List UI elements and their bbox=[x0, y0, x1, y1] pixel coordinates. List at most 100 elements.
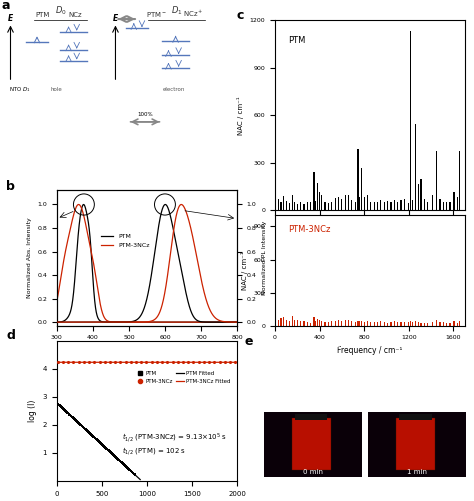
Point bbox=[102, 444, 109, 452]
Point bbox=[57, 403, 65, 411]
Point bbox=[83, 427, 91, 435]
Point bbox=[123, 463, 131, 471]
Point bbox=[95, 437, 103, 445]
Point bbox=[89, 432, 97, 440]
Bar bbox=[283, 317, 284, 326]
Point bbox=[121, 462, 129, 470]
Point bbox=[97, 439, 105, 447]
Point bbox=[118, 459, 126, 467]
Point bbox=[98, 440, 105, 448]
Point bbox=[57, 403, 65, 411]
Bar bbox=[310, 202, 311, 210]
Point bbox=[121, 461, 129, 469]
Point bbox=[84, 427, 91, 435]
Bar bbox=[456, 197, 458, 210]
Point bbox=[107, 448, 115, 456]
Point bbox=[109, 451, 117, 459]
Point bbox=[90, 433, 98, 441]
Point bbox=[79, 423, 87, 431]
Point bbox=[95, 437, 102, 445]
Bar bbox=[436, 320, 437, 326]
Point bbox=[120, 461, 128, 469]
Bar bbox=[325, 322, 326, 326]
Point bbox=[93, 436, 101, 444]
Point bbox=[116, 456, 123, 464]
Point bbox=[78, 422, 86, 430]
Bar bbox=[351, 322, 353, 326]
Bar bbox=[317, 319, 318, 326]
Point bbox=[77, 421, 84, 429]
Point bbox=[83, 426, 91, 434]
FancyBboxPatch shape bbox=[264, 412, 362, 477]
Point bbox=[125, 464, 132, 472]
Point bbox=[82, 425, 90, 433]
Bar bbox=[294, 202, 295, 210]
Text: a: a bbox=[1, 0, 10, 12]
Bar bbox=[348, 195, 349, 210]
Point bbox=[122, 462, 130, 470]
FancyBboxPatch shape bbox=[396, 418, 435, 470]
Point bbox=[88, 431, 96, 439]
Point bbox=[59, 404, 66, 412]
Bar bbox=[361, 321, 362, 326]
Point bbox=[130, 470, 138, 478]
Point bbox=[130, 469, 137, 477]
FancyBboxPatch shape bbox=[295, 414, 328, 420]
Point bbox=[99, 441, 107, 449]
Bar bbox=[319, 320, 320, 326]
Point bbox=[103, 445, 111, 453]
Point bbox=[60, 406, 68, 414]
Point bbox=[75, 419, 82, 427]
Point bbox=[57, 402, 64, 410]
Point bbox=[91, 434, 99, 442]
Point bbox=[70, 414, 77, 422]
Bar bbox=[380, 200, 382, 210]
Point bbox=[101, 443, 109, 451]
Point bbox=[78, 422, 86, 430]
Bar bbox=[348, 320, 349, 326]
Point bbox=[92, 435, 100, 443]
FancyBboxPatch shape bbox=[368, 412, 466, 477]
Text: $t_{1/2}$ (PTM-3NCz) = 9.13×10$^5$ s
$t_{1/2}$ (PTM) = 102 s: $t_{1/2}$ (PTM-3NCz) = 9.13×10$^5$ s $t_… bbox=[122, 432, 227, 457]
Point bbox=[56, 401, 64, 409]
Point bbox=[90, 433, 98, 441]
Point bbox=[55, 401, 63, 409]
Point bbox=[205, 358, 213, 366]
Bar bbox=[436, 151, 437, 210]
Point bbox=[127, 358, 135, 366]
Point bbox=[117, 457, 124, 465]
Point bbox=[85, 428, 92, 436]
Point bbox=[103, 445, 110, 453]
Bar bbox=[292, 316, 293, 326]
Point bbox=[111, 452, 118, 460]
Point bbox=[73, 418, 81, 426]
Point bbox=[80, 423, 87, 431]
Point bbox=[92, 435, 100, 443]
Point bbox=[195, 358, 202, 366]
Bar bbox=[297, 204, 298, 210]
Point bbox=[105, 446, 112, 454]
Point bbox=[71, 415, 78, 423]
Point bbox=[130, 470, 137, 478]
Point bbox=[73, 417, 81, 425]
Point bbox=[126, 465, 133, 473]
Point bbox=[73, 417, 81, 425]
Point bbox=[56, 402, 64, 410]
Point bbox=[64, 408, 71, 416]
Point bbox=[100, 441, 107, 449]
Point bbox=[95, 438, 103, 446]
Point bbox=[190, 358, 197, 366]
Bar bbox=[374, 202, 375, 210]
Text: $D_0$: $D_0$ bbox=[55, 5, 66, 17]
Point bbox=[87, 430, 94, 438]
Point bbox=[96, 358, 103, 366]
Point bbox=[73, 417, 80, 425]
Point bbox=[102, 444, 110, 452]
Point bbox=[65, 410, 73, 418]
Point bbox=[126, 465, 133, 473]
Point bbox=[91, 434, 99, 442]
Point bbox=[226, 358, 234, 366]
Point bbox=[101, 443, 109, 451]
Bar bbox=[357, 321, 359, 326]
Point bbox=[72, 416, 80, 424]
